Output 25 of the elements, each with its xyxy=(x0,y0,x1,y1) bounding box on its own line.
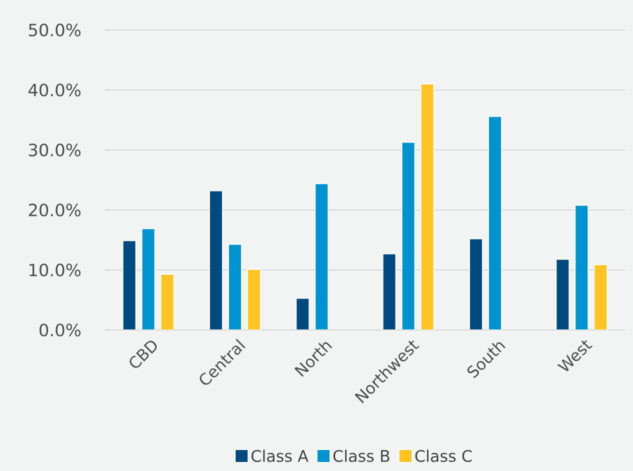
bar xyxy=(247,268,261,330)
y-tick-label: 40.0% xyxy=(28,84,81,96)
legend-label: Class B xyxy=(333,450,390,462)
bar xyxy=(122,240,136,330)
y-tick-label: 0.0% xyxy=(40,324,81,336)
y-tick-label: 30.0% xyxy=(28,144,81,156)
bar xyxy=(488,116,502,330)
bar xyxy=(296,298,310,330)
bar xyxy=(209,190,223,330)
legend-label: Class A xyxy=(252,450,308,462)
y-tick-label: 20.0% xyxy=(28,204,81,216)
bar xyxy=(160,274,174,330)
y-tick-label: 50.0% xyxy=(28,24,81,36)
bar xyxy=(556,258,570,330)
bar xyxy=(594,264,608,330)
bar xyxy=(574,204,589,330)
bar xyxy=(141,228,156,330)
y-tick-label: 10.0% xyxy=(30,264,81,276)
bar xyxy=(469,238,483,330)
bar xyxy=(401,142,416,330)
bar xyxy=(420,83,434,330)
bar xyxy=(228,244,242,330)
bar xyxy=(314,183,329,330)
bar xyxy=(382,253,396,330)
legend-label: Class C xyxy=(415,450,472,462)
